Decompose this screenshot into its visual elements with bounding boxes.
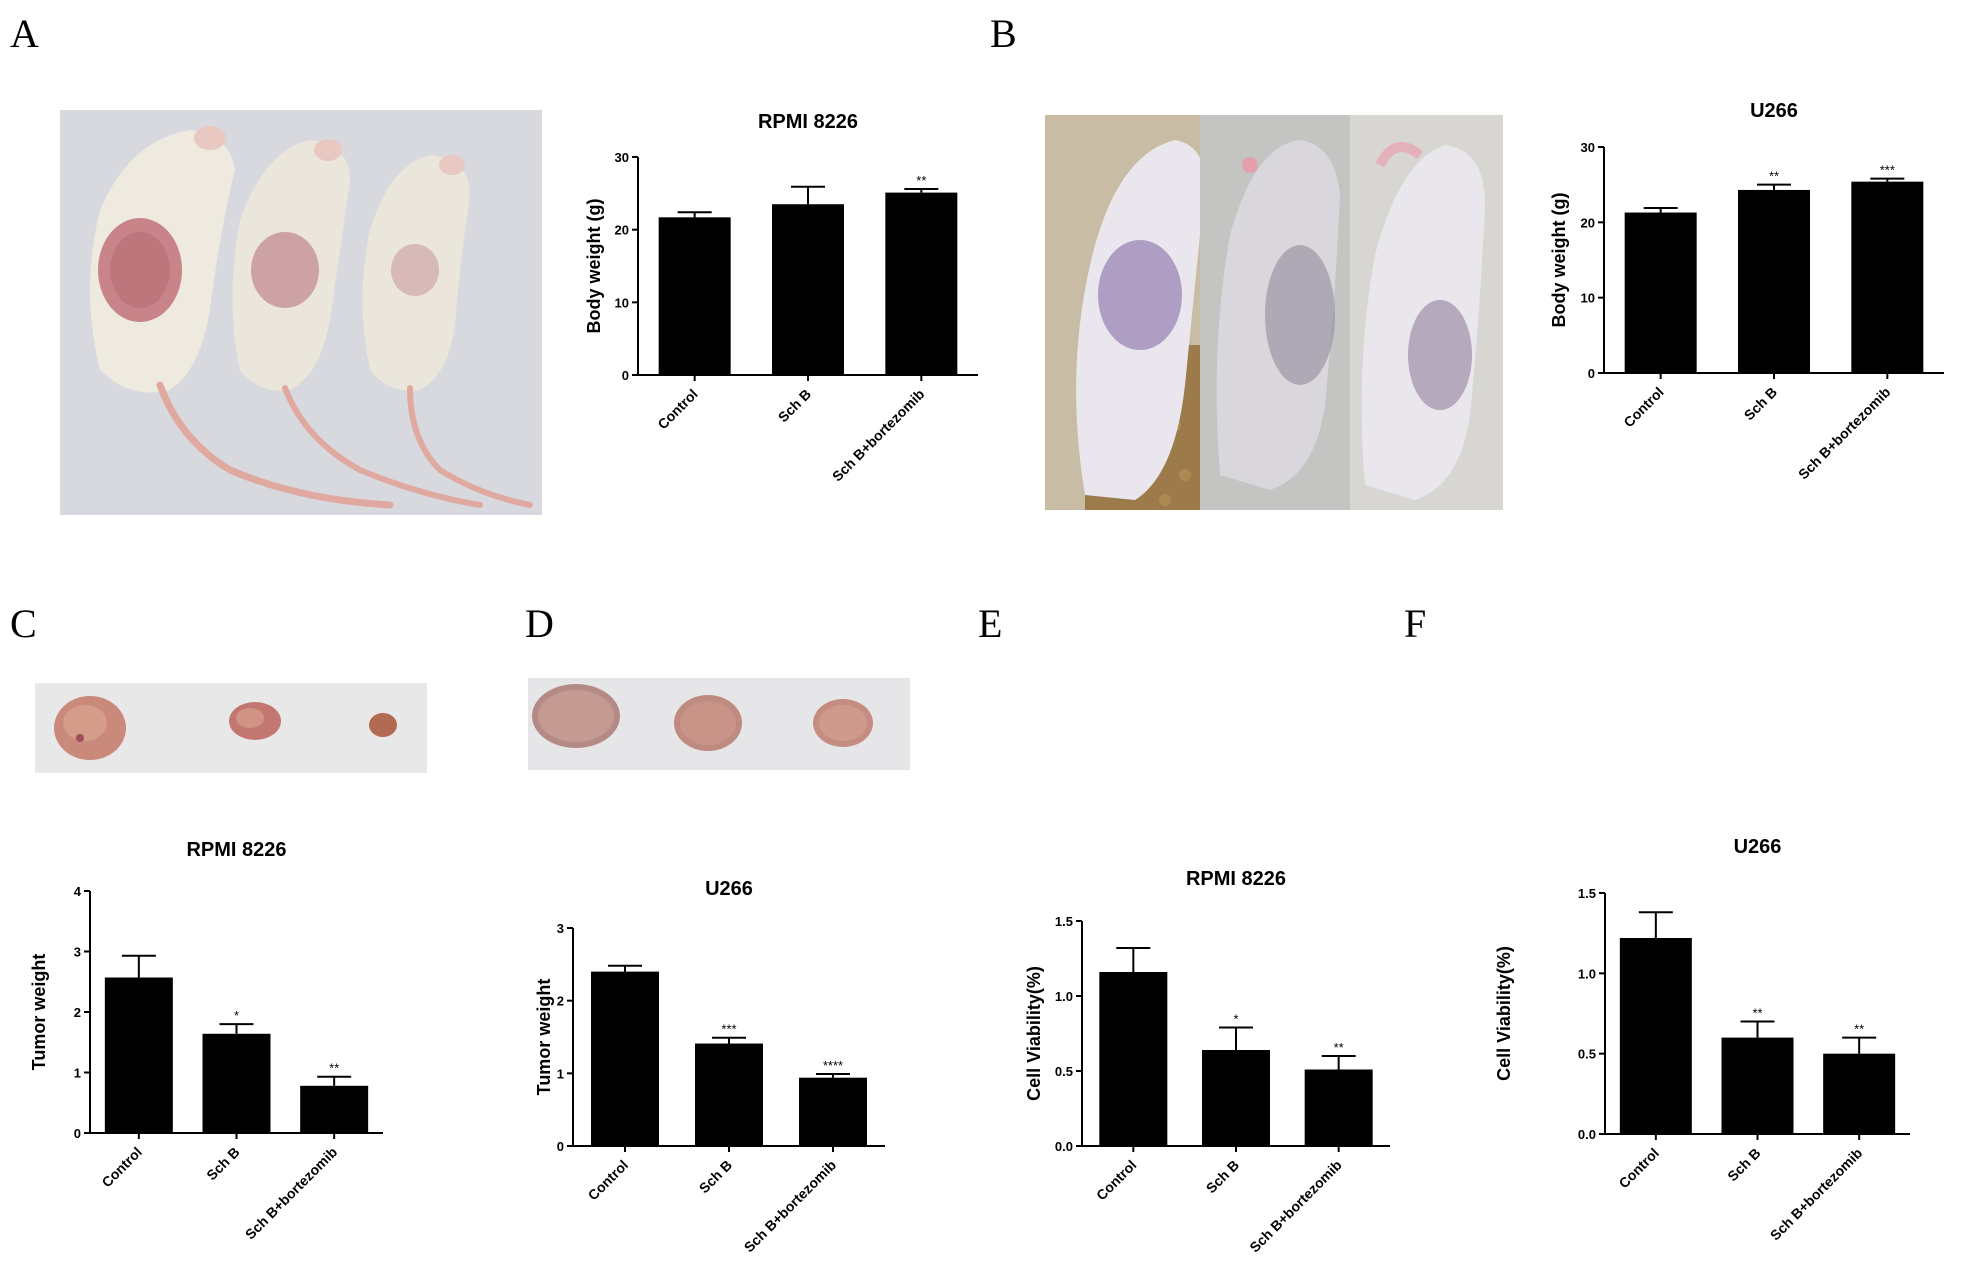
bar (1202, 1050, 1270, 1146)
category-label: Control (98, 1144, 145, 1191)
y-tick-label: 20 (1581, 215, 1595, 230)
y-axis-label: Tumor weight (534, 979, 554, 1096)
bar (1851, 181, 1924, 373)
category-label: Sch B (1203, 1157, 1242, 1196)
bar (885, 192, 958, 375)
category-label: Control (654, 386, 701, 433)
category-label: Control (585, 1157, 632, 1204)
y-tick-label: 2 (74, 1005, 81, 1020)
significance-label: ** (1769, 169, 1779, 184)
y-tick-label: 0.0 (1578, 1127, 1596, 1142)
significance-label: *** (1880, 163, 1895, 178)
y-axis-label: Cell Viability(%) (1024, 966, 1044, 1101)
mouse-2-icon (232, 139, 483, 508)
y-tick-label: 0 (622, 368, 629, 383)
category-label: Sch B+bortezomib (1795, 384, 1893, 482)
tumors-rpmi-photo (35, 683, 427, 773)
category-label: Sch B+bortezomib (829, 386, 927, 484)
mouse-1-icon (90, 126, 394, 509)
bar (202, 1033, 271, 1133)
chart-title: RPMI 8226 (758, 111, 858, 133)
panel-letter-e: E (978, 601, 1003, 646)
y-tick-label: 1.0 (1578, 966, 1596, 981)
tumors-u266-photo (528, 678, 910, 770)
bar (658, 217, 731, 375)
mice-rpmi-photo (60, 110, 542, 515)
panel-letter-a: A (10, 11, 39, 56)
y-tick-label: 1.0 (1055, 989, 1073, 1004)
y-tick-label: 3 (74, 945, 81, 960)
y-tick-label: 4 (74, 884, 82, 899)
category-label: Sch B+bortezomib (1767, 1145, 1865, 1243)
category-label: Sch B (696, 1157, 735, 1196)
bar (799, 1077, 867, 1146)
panel-letter-f: F (1404, 601, 1427, 646)
y-tick-label: 1 (557, 1066, 564, 1081)
y-axis-label: Body weight (g) (584, 199, 604, 334)
bar (1304, 1069, 1373, 1146)
y-tick-label: 0 (1588, 366, 1595, 381)
bar (104, 977, 173, 1133)
y-tick-label: 0.0 (1055, 1139, 1073, 1154)
significance-label: ** (1752, 1006, 1762, 1021)
y-tick-label: 0 (74, 1126, 81, 1141)
y-tick-label: 30 (615, 150, 629, 165)
significance-label: *** (721, 1022, 736, 1037)
bar (300, 1085, 369, 1133)
bar (1823, 1053, 1896, 1134)
category-label: Control (1620, 384, 1667, 431)
panel-letter-d: D (525, 601, 554, 646)
chart-title: U266 (705, 878, 753, 900)
y-tick-label: 10 (1581, 291, 1595, 306)
chart-title: U266 (1750, 100, 1798, 122)
significance-label: ** (329, 1061, 339, 1076)
y-tick-label: 30 (1581, 140, 1595, 155)
y-tick-label: 3 (557, 921, 564, 936)
y-tick-label: 0.5 (1055, 1064, 1073, 1079)
bar (1624, 212, 1697, 373)
category-label: Sch B+bortezomib (242, 1144, 340, 1242)
significance-label: * (1233, 1012, 1238, 1027)
y-tick-label: 20 (615, 223, 629, 238)
y-tick-label: 0 (557, 1139, 564, 1154)
y-axis-label: Cell Viability(%) (1494, 946, 1514, 1081)
chart-title: RPMI 8226 (1186, 868, 1286, 890)
bar (1099, 972, 1168, 1146)
category-label: Sch B+bortezomib (741, 1157, 839, 1255)
mice-u266-photo (1045, 115, 1503, 510)
y-tick-label: 1.5 (1578, 886, 1596, 901)
category-label: Sch B (1741, 384, 1780, 423)
mouse-3-icon (362, 155, 533, 508)
y-tick-label: 10 (615, 295, 629, 310)
significance-label: * (234, 1008, 239, 1023)
category-label: Sch B+bortezomib (1246, 1157, 1344, 1255)
significance-label: ** (916, 173, 926, 188)
bar (772, 204, 844, 375)
category-label: Sch B (1724, 1145, 1763, 1184)
y-tick-label: 0.5 (1578, 1047, 1596, 1062)
significance-label: **** (823, 1058, 843, 1073)
bar (695, 1043, 763, 1146)
y-tick-label: 1 (74, 1066, 81, 1081)
bar (1738, 189, 1810, 373)
category-label: Control (1093, 1157, 1140, 1204)
category-label: Sch B (203, 1144, 242, 1183)
significance-label: ** (1854, 1022, 1864, 1037)
bar (1619, 937, 1692, 1134)
chart-title: RPMI 8226 (186, 839, 286, 861)
y-axis-label: Body weight (g) (1549, 193, 1569, 328)
significance-label: ** (1334, 1040, 1344, 1055)
y-tick-label: 2 (557, 994, 564, 1009)
bar (1721, 1037, 1794, 1134)
panel-letter-c: C (10, 601, 37, 646)
category-label: Sch B (775, 386, 814, 425)
bar (591, 971, 659, 1146)
chart-title: U266 (1734, 836, 1782, 858)
panel-letter-b: B (990, 11, 1017, 56)
y-tick-label: 1.5 (1055, 914, 1073, 929)
category-label: Control (1615, 1145, 1662, 1192)
y-axis-label: Tumor weight (29, 954, 49, 1071)
